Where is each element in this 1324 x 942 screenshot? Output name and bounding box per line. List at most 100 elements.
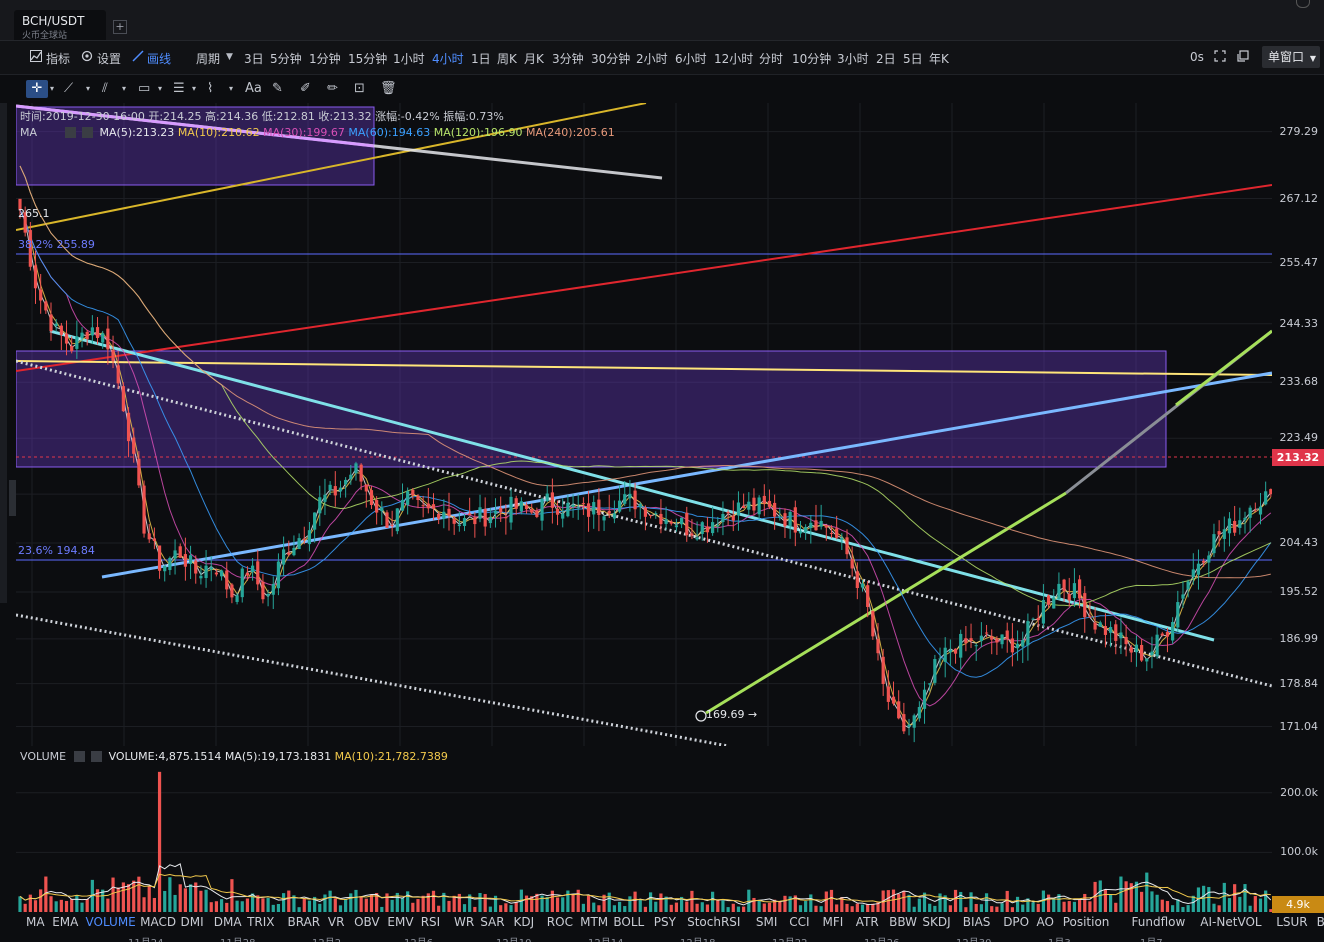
indicator-tab-emv[interactable]: EMV: [387, 915, 414, 929]
indicator-tab-dma[interactable]: DMA: [213, 915, 242, 929]
period-15m[interactable]: 15分钟: [348, 52, 388, 66]
ma-close-icon[interactable]: [82, 127, 94, 138]
candle: [344, 479, 348, 485]
indicator-tab-volume[interactable]: VOLUME: [85, 915, 136, 929]
indicator-tab-rsi[interactable]: RSI: [420, 915, 441, 929]
period-10m[interactable]: 10分钟: [792, 52, 832, 66]
indicator-tab-bias[interactable]: BIAS: [962, 915, 991, 929]
ma-settings-icon[interactable]: [64, 127, 76, 138]
period-3m[interactable]: 3分钟: [552, 52, 584, 66]
indicator-tab-bbw[interactable]: BBW: [889, 915, 917, 929]
chevron-down-icon[interactable]: ▾: [50, 84, 55, 93]
window-mode-select[interactable]: 单窗口 ▼: [1262, 46, 1320, 68]
period-3h[interactable]: 3小时: [837, 52, 869, 66]
period-1h[interactable]: 1小时: [393, 52, 425, 66]
window-control-icon[interactable]: [1296, 0, 1310, 8]
popout-icon[interactable]: [1237, 50, 1249, 65]
indicator-tab-kdj[interactable]: KDJ: [513, 915, 535, 929]
price-chart[interactable]: [16, 103, 1272, 746]
indicator-tab-vr[interactable]: VR: [327, 915, 345, 929]
horizontal-lines-tool-icon[interactable]: ☰: [173, 81, 185, 96]
indicator-tab-ema[interactable]: EMA: [52, 915, 79, 929]
indicator-tab-brar[interactable]: BRAR: [287, 915, 321, 929]
volume-bar: [959, 891, 963, 912]
period-2d[interactable]: 2日: [876, 52, 896, 66]
wave-tool-icon[interactable]: ⌇: [207, 81, 214, 96]
collapse-handle[interactable]: [9, 480, 16, 516]
indicator-tab-boll[interactable]: BOLL: [613, 915, 645, 929]
candle: [1109, 627, 1113, 633]
volume-close-icon[interactable]: [91, 751, 103, 762]
chevron-down-icon[interactable]: ▾: [86, 84, 91, 93]
volume-bar: [690, 890, 694, 912]
volume-chart[interactable]: [16, 748, 1272, 912]
brush-tool-icon[interactable]: ✐: [300, 81, 311, 96]
chevron-down-icon[interactable]: ▾: [229, 84, 234, 93]
period-1m[interactable]: 1分钟: [309, 52, 341, 66]
price-axis[interactable]: 279.29 267.12 255.47 244.33 233.68 223.49 204.…: [1272, 103, 1324, 913]
tab-bch-usdt[interactable]: BCH/USDT 火币全球站: [14, 10, 106, 41]
period-dropdown[interactable]: 周期: [196, 52, 221, 66]
period-5m[interactable]: 5分钟: [270, 52, 302, 66]
period-1w[interactable]: 周K: [497, 52, 517, 66]
indicator-tab-mtm[interactable]: MTM: [580, 915, 609, 929]
volume-bar: [230, 879, 234, 912]
indicator-tab-ao[interactable]: AO: [1036, 915, 1054, 929]
volume-bar: [18, 896, 22, 912]
lock-icon[interactable]: ⊡: [354, 81, 365, 96]
indicator-tab-fundflow[interactable]: Fundflow: [1131, 915, 1186, 929]
chevron-down-icon[interactable]: ▾: [122, 84, 127, 93]
indicator-tab-roc[interactable]: ROC: [546, 915, 573, 929]
chevron-down-icon[interactable]: ▾: [158, 84, 163, 93]
period-5d[interactable]: 5日: [903, 52, 923, 66]
pen-tool-icon[interactable]: ✏: [327, 81, 338, 96]
ruler-tool-icon[interactable]: ✎: [272, 81, 283, 96]
volume-bar: [1057, 894, 1061, 912]
period-1y[interactable]: 年K: [929, 52, 949, 66]
period-30m[interactable]: 30分钟: [591, 52, 631, 66]
indicator-tab-lsur[interactable]: LSUR: [1276, 915, 1308, 929]
indicator-tab-macd[interactable]: MACD: [140, 915, 177, 929]
indicator-tab-ma[interactable]: MA: [26, 915, 45, 929]
period-12h[interactable]: 12小时: [714, 52, 754, 66]
indicator-button[interactable]: 指标: [46, 52, 71, 66]
period-time-sharing[interactable]: 分时: [759, 52, 784, 66]
indicator-tab-dpo[interactable]: DPO: [1003, 915, 1030, 929]
trash-icon[interactable]: 🗑: [380, 81, 397, 96]
channel-tool-icon[interactable]: ⫽: [102, 81, 108, 96]
period-1d[interactable]: 1日: [471, 52, 491, 66]
chevron-down-icon[interactable]: ▾: [192, 84, 197, 93]
indicator-tab-ai-netvol[interactable]: AI-NetVOL: [1200, 915, 1262, 929]
text-tool-icon[interactable]: Aa: [245, 81, 262, 96]
indicator-tab-stochrsi[interactable]: StochRSI: [687, 915, 741, 929]
candle: [142, 485, 146, 534]
period-1mo[interactable]: 月K: [524, 52, 544, 66]
fullscreen-icon[interactable]: [1214, 50, 1226, 65]
add-tab-button[interactable]: +: [113, 20, 127, 34]
indicator-tab-cci[interactable]: CCI: [789, 915, 810, 929]
indicator-tab-smi[interactable]: SMI: [755, 915, 778, 929]
indicator-tab-obv[interactable]: OBV: [354, 915, 380, 929]
ma60-value: MA(60):194.63: [348, 126, 431, 139]
period-2h[interactable]: 2小时: [636, 52, 668, 66]
period-4h[interactable]: 4小时: [432, 52, 464, 66]
trendline-tool-icon[interactable]: ⟋: [64, 81, 74, 96]
rectangle-tool-icon[interactable]: ▭: [138, 81, 151, 96]
indicator-tab-atr[interactable]: ATR: [855, 915, 879, 929]
candle: [106, 328, 110, 350]
indicator-tab-skdj[interactable]: SKDJ: [922, 915, 951, 929]
indicator-tab-basis[interactable]: BASIS: [1316, 915, 1324, 929]
indicator-tab-position[interactable]: Position: [1062, 915, 1110, 929]
crosshair-tool-icon[interactable]: ✛: [26, 80, 48, 98]
indicator-tab-psy[interactable]: PSY: [653, 915, 676, 929]
indicator-tab-trix[interactable]: TRIX: [247, 915, 275, 929]
indicator-tab-dmi[interactable]: DMI: [180, 915, 204, 929]
indicator-tab-wr[interactable]: WR: [454, 915, 475, 929]
draw-button[interactable]: 画线: [147, 52, 172, 66]
indicator-tab-sar[interactable]: SAR: [480, 915, 505, 929]
indicator-tab-mfi[interactable]: MFI: [822, 915, 844, 929]
period-6h[interactable]: 6小时: [675, 52, 707, 66]
volume-settings-icon[interactable]: [73, 751, 85, 762]
settings-button[interactable]: 设置: [97, 52, 122, 66]
period-3d[interactable]: 3日: [244, 52, 264, 66]
